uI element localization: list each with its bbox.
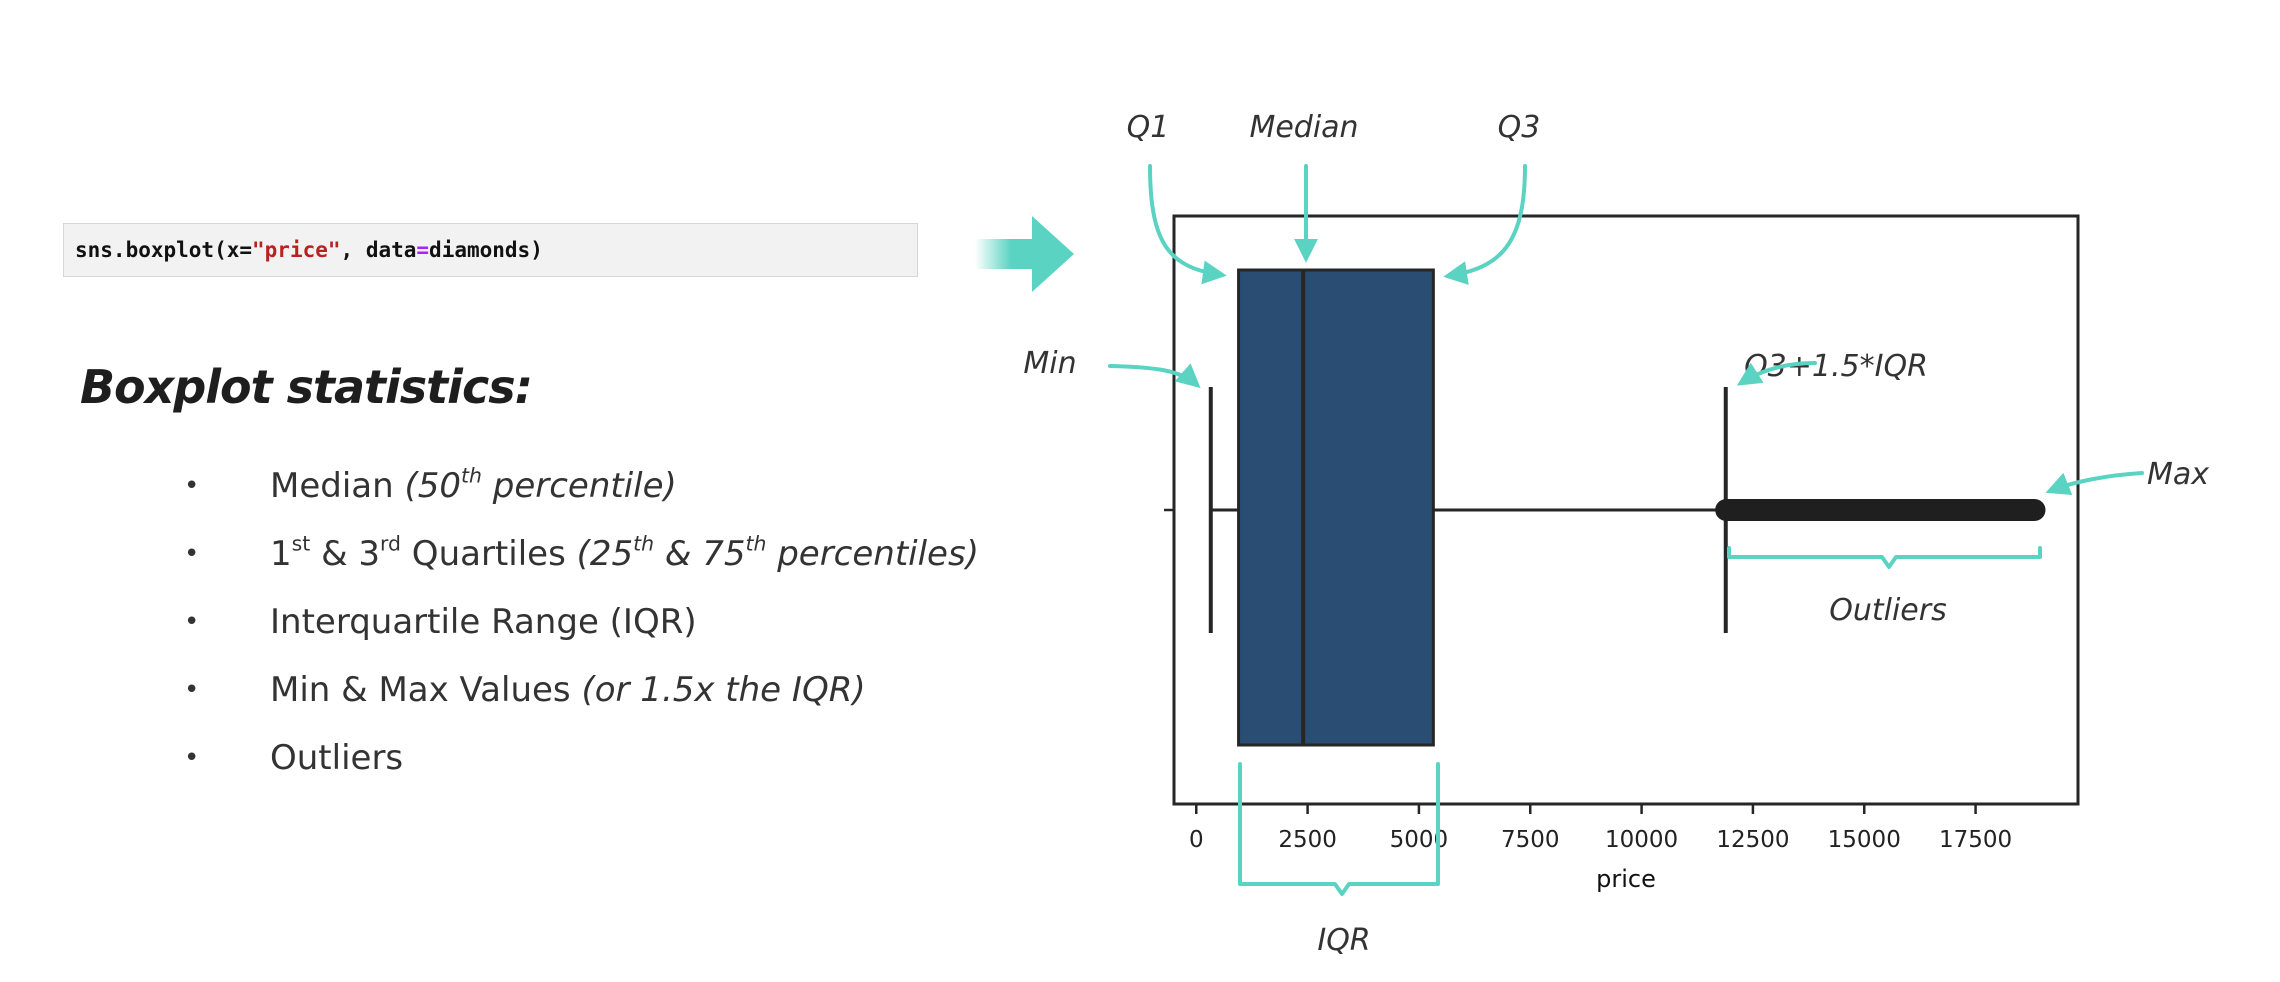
stats-item-text: th xyxy=(745,531,767,556)
max-arrow-icon xyxy=(2045,471,2144,496)
x-tick-label: 15000 xyxy=(1828,827,1901,853)
stats-item-text: (or 1.5x the IQR) xyxy=(581,670,866,710)
min-arrow-icon xyxy=(1108,363,1201,389)
stats-item-text: st xyxy=(291,531,311,556)
iqr-box xyxy=(1237,268,1435,747)
stats-item-text: Outliers xyxy=(270,738,404,778)
bullet-icon: • xyxy=(184,539,200,569)
stats-item-text: th xyxy=(461,463,482,488)
boxplot xyxy=(1208,268,2046,747)
min-label: Min xyxy=(1023,346,1076,381)
x-axis-title: price xyxy=(1596,865,1656,893)
stats-list-item: • Min & Max Values (or 1.5x the IQR) xyxy=(180,656,979,724)
q1-label: Q1 xyxy=(1127,110,1170,145)
x-tick-label: 17500 xyxy=(1939,827,2012,853)
outliers-label: Outliers xyxy=(1829,593,1946,628)
x-tick-label: 2500 xyxy=(1278,827,1337,853)
stats-item-text: 1 xyxy=(270,534,292,574)
stats-item-text: percentile) xyxy=(481,466,677,506)
outliers-brace-icon xyxy=(1727,546,2042,569)
bullet-icon: • xyxy=(184,607,200,637)
x-tick-label: 12500 xyxy=(1716,827,1789,853)
median-label: Median xyxy=(1249,110,1358,145)
code-string-arg: "price" xyxy=(252,238,341,262)
code-snippet: sns.boxplot(x="price", data=diamonds) xyxy=(63,223,918,277)
stats-list-item: • Interquartile Range (IQR) xyxy=(180,588,979,656)
upper-fence-arrow-icon xyxy=(1736,361,1817,386)
stats-list: • Median (50th percentile) • 1st & 3rd Quar… xyxy=(180,452,979,792)
code-prefix: sns.boxplot(x= xyxy=(75,238,253,262)
code-equals: = xyxy=(416,238,430,262)
x-axis-ticks: 0 2500 5000 7500 10000 12500 15000 17500 xyxy=(1189,804,2012,853)
stats-item-text: th xyxy=(633,531,655,556)
stats-item-text: & 75 xyxy=(654,534,746,574)
q3-label: Q3 xyxy=(1498,110,1541,145)
x-tick-label: 0 xyxy=(1189,827,1204,853)
stats-list-item: • Outliers xyxy=(180,724,979,792)
x-tick-label: 7500 xyxy=(1501,827,1560,853)
bullet-icon: • xyxy=(184,675,200,705)
iqr-brace-icon xyxy=(1238,762,1440,896)
stats-title: Boxplot statistics: xyxy=(80,360,533,414)
stats-item-text: Median xyxy=(270,466,405,506)
code-middle: , data xyxy=(340,238,417,262)
q3-arrow-icon xyxy=(1443,164,1527,285)
stats-item-text: Quartiles xyxy=(401,534,577,574)
bullet-icon: • xyxy=(184,743,200,773)
big-right-arrow-icon xyxy=(975,216,1074,292)
max-label: Max xyxy=(2147,457,2209,492)
stats-item-text: rd xyxy=(380,531,401,556)
stats-item-text: Min & Max Values xyxy=(270,670,582,710)
iqr-label: IQR xyxy=(1317,923,1370,958)
bullet-icon: • xyxy=(184,471,200,501)
stats-list-item: • 1st & 3rd Quartiles (25th & 75th percen… xyxy=(180,520,979,588)
code-suffix: diamonds) xyxy=(429,238,543,262)
stats-item-text: Interquartile Range (IQR) xyxy=(270,602,697,642)
q1-arrow-icon xyxy=(1148,164,1227,285)
stats-item-text: (25 xyxy=(576,534,634,574)
stats-item-text: percentiles) xyxy=(766,534,979,574)
stats-item-text: & 3 xyxy=(310,534,381,574)
x-tick-label: 10000 xyxy=(1605,827,1678,853)
stats-list-item: • Median (50th percentile) xyxy=(180,452,979,520)
stats-item-text: (50 xyxy=(404,466,462,506)
upper-fence-label: Q3+1.5*IQR xyxy=(1744,349,1928,384)
